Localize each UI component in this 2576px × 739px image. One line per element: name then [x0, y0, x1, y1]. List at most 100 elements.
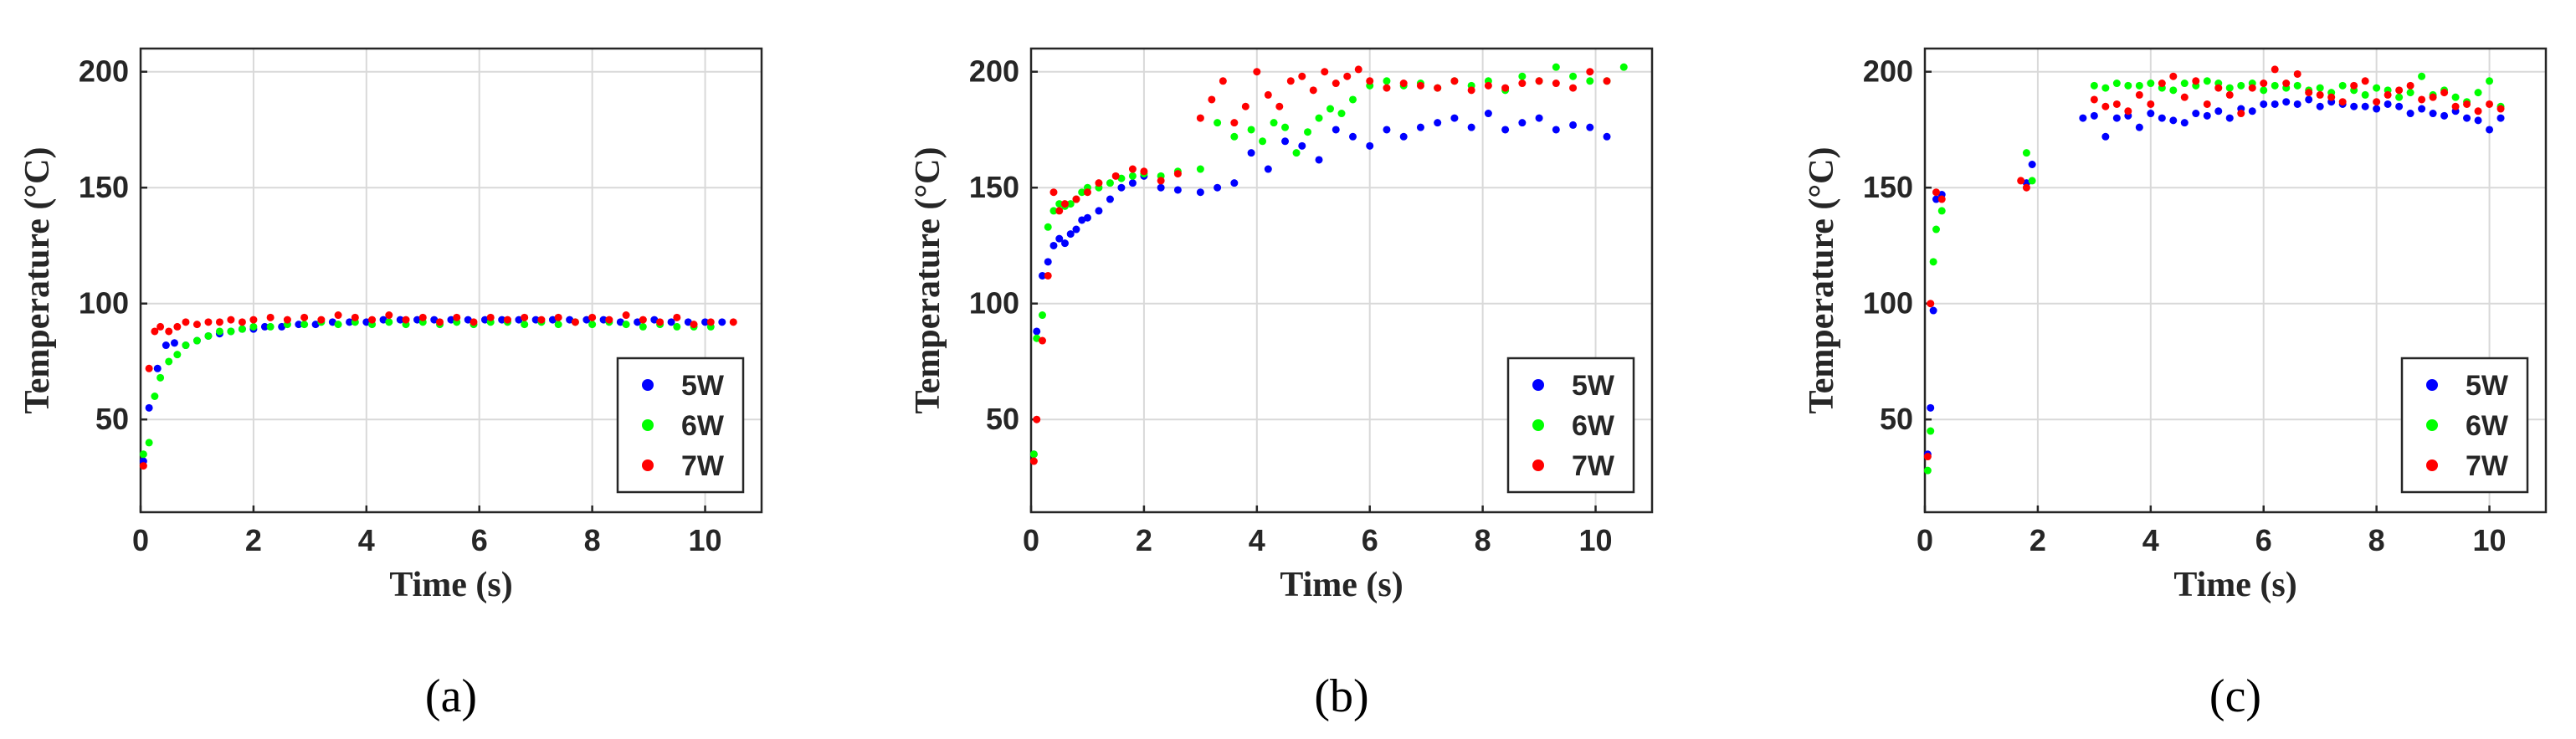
data-point: [151, 393, 159, 400]
data-point: [1434, 119, 1442, 127]
data-point: [1619, 63, 1628, 71]
data-point: [554, 313, 562, 321]
data-point: [2101, 84, 2110, 92]
data-point: [453, 313, 461, 321]
data-point: [515, 316, 523, 324]
data-point: [650, 316, 659, 324]
data-point: [153, 364, 162, 372]
x-tick-label: 8: [1475, 523, 1491, 557]
data-point: [2203, 77, 2211, 85]
data-point: [1055, 234, 1064, 243]
data-point: [531, 316, 540, 324]
data-point: [2180, 93, 2189, 101]
data-point: [1501, 84, 1510, 92]
data-point: [582, 316, 591, 324]
data-point: [351, 313, 359, 321]
chart-panel-0: 0 2 4 6 8 10 50 100 150 200 Time (s) Temperature (°…: [18, 47, 763, 722]
data-point: [2451, 93, 2460, 101]
y-tick-label: 100: [1863, 286, 1913, 321]
data-point: [1253, 68, 1261, 76]
data-point: [2293, 81, 2301, 90]
data-point: [1927, 300, 1935, 308]
data-point: [470, 318, 478, 326]
data-point: [2135, 90, 2143, 99]
data-point: [2214, 107, 2223, 115]
data-point: [1518, 119, 1527, 127]
data-point: [278, 322, 286, 331]
legend-marker-6W: [1532, 419, 1544, 431]
data-point: [362, 318, 371, 326]
data-point: [1173, 170, 1182, 178]
data-point: [418, 313, 427, 321]
data-point: [2079, 114, 2087, 122]
data-point: [1337, 110, 1346, 118]
series-5W: [1029, 110, 1611, 459]
data-point: [1603, 77, 1611, 85]
data-point: [1927, 403, 1935, 412]
data-point: [2135, 81, 2143, 90]
data-point: [599, 316, 608, 324]
data-point: [2496, 105, 2505, 113]
data-point: [634, 318, 642, 326]
x-tick-label: 4: [358, 523, 375, 557]
data-point: [2361, 90, 2369, 99]
data-point: [1055, 207, 1064, 215]
data-point: [1343, 72, 1352, 80]
data-point: [673, 322, 681, 331]
data-point: [2158, 114, 2166, 122]
data-point: [165, 357, 173, 366]
data-point: [701, 318, 710, 326]
data-point: [1259, 137, 1267, 146]
data-point: [622, 311, 630, 320]
data-point: [1298, 72, 1306, 80]
data-point: [1332, 126, 1340, 134]
data-point: [1603, 132, 1611, 141]
data-point: [1044, 271, 1052, 280]
data-point: [2373, 98, 2381, 106]
data-point: [2384, 100, 2392, 108]
legend-label: 6W: [2466, 410, 2509, 442]
data-point: [1501, 126, 1510, 134]
data-point: [215, 327, 223, 336]
data-point: [503, 316, 511, 324]
data-point: [2429, 93, 2437, 101]
data-point: [300, 321, 309, 329]
legend-label: 7W: [2466, 450, 2509, 482]
data-point: [1196, 188, 1204, 197]
data-point: [729, 318, 737, 326]
data-point: [1383, 77, 1391, 85]
legend-box: [1506, 357, 1635, 494]
legend-label: 7W: [1572, 450, 1615, 482]
data-point: [283, 316, 291, 324]
legend-box: [616, 357, 745, 494]
axes-frame: [1029, 47, 1654, 514]
data-point: [2237, 81, 2245, 90]
y-tick-label: 100: [79, 286, 129, 321]
data-point: [2225, 90, 2234, 99]
data-point: [227, 327, 235, 336]
data-point: [2237, 110, 2245, 118]
panel-label: (b): [1314, 670, 1368, 722]
data-point: [1416, 81, 1424, 90]
y-tick-label: 200: [79, 54, 129, 89]
data-point: [1095, 179, 1103, 187]
data-point: [1038, 271, 1046, 280]
data-point: [385, 318, 393, 326]
data-point: [2384, 90, 2392, 99]
data-point: [2112, 100, 2121, 108]
data-point: [1326, 105, 1335, 113]
data-point: [1281, 137, 1290, 146]
data-point: [145, 364, 153, 372]
data-point: [548, 316, 557, 324]
data-point: [1937, 207, 1946, 215]
data-point: [2350, 102, 2358, 110]
data-point: [1049, 207, 1058, 215]
data-point: [2338, 81, 2347, 90]
series-7W: [139, 311, 737, 470]
data-point: [204, 318, 213, 326]
y-tick-label: 150: [79, 170, 129, 204]
y-axis-label: Temperature (°C): [18, 147, 57, 414]
data-point: [145, 403, 153, 412]
data-point: [430, 316, 439, 324]
legend-box: [2400, 357, 2529, 494]
